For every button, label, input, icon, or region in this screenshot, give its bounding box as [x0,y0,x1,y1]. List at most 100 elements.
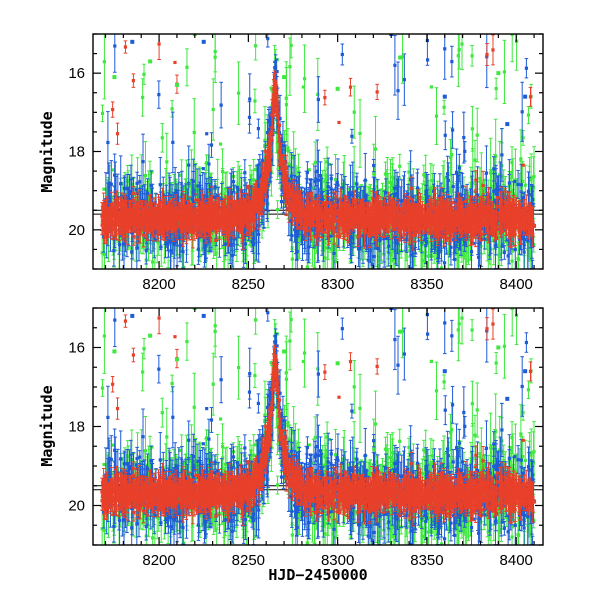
data-point [122,186,127,191]
data-point [206,183,211,187]
data-point [439,229,444,234]
data-point [438,194,442,198]
data-point [502,250,506,255]
data-point [218,142,223,146]
data-point [275,207,280,212]
data-point [463,149,467,153]
data-point [151,260,155,264]
data-point [258,175,262,179]
data-point [523,183,527,187]
data-point [498,173,502,177]
data-point [491,195,495,200]
data-point [325,160,329,164]
data-point [442,184,446,188]
data-point [455,249,459,253]
data-point [212,241,216,245]
data-point [100,251,104,255]
data-point [237,185,242,189]
data-point [211,107,215,112]
data-point [205,132,209,136]
data-point [456,252,460,257]
data-point [160,136,164,140]
data-point [456,54,460,58]
data-point [318,173,323,178]
data-point [124,184,128,189]
data-point [171,140,175,144]
data-point [374,239,378,243]
data-point [339,226,343,230]
data-point [485,239,490,243]
data-point [511,192,515,196]
data-point [377,263,381,268]
data-point [135,181,139,185]
data-point [516,182,520,187]
data-point [248,194,252,198]
data-point [135,246,139,250]
data-point [460,185,465,189]
data-point [157,241,161,245]
data-point [424,239,429,244]
data-point [301,85,306,89]
data-point [142,72,146,76]
data-point [187,163,191,167]
data-point [102,253,107,257]
data-point [407,170,411,174]
data-point [527,242,532,246]
data-point [196,184,200,188]
data-point [450,128,455,132]
data-point [313,221,318,226]
data-point [232,249,236,254]
data-point [353,234,357,238]
data-point [360,240,364,244]
data-point [278,171,282,176]
data-point [363,178,367,182]
data-point [243,171,247,175]
data-point [393,186,397,190]
data-point [479,238,483,242]
data-point [388,180,393,184]
data-point [289,43,293,48]
data-point [384,191,388,195]
data-point [256,127,260,131]
data-point [262,162,266,167]
data-point [521,136,525,140]
data-point [396,89,400,93]
data-point [379,232,383,237]
data-point [358,131,362,136]
data-point [522,250,526,254]
data-point [510,160,514,165]
data-point [192,130,196,135]
data-point [207,162,211,166]
data-point [134,188,138,192]
data-point [352,181,356,185]
data-point [370,262,374,267]
data-point [377,236,381,240]
data-point [498,188,502,192]
data-point [281,144,285,148]
data-point [306,238,310,242]
data-point [519,157,523,161]
data-point [494,154,498,158]
data-point [303,201,307,205]
data-point [204,161,209,165]
data-point [254,168,258,172]
data-point [284,103,289,107]
data-point [340,52,344,57]
data-point [230,190,234,194]
data-point [253,99,257,103]
data-point [224,242,228,246]
data-point [165,160,169,164]
data-point [500,153,504,157]
data-point [351,190,355,194]
data-point [517,237,522,241]
data-point [500,244,504,248]
data-point [461,253,466,257]
data-point [220,169,225,174]
data-point [306,245,311,249]
data-point [400,55,405,59]
data-point [463,239,467,243]
data-point [314,177,318,181]
data-point [435,250,439,254]
data-point [286,146,290,150]
